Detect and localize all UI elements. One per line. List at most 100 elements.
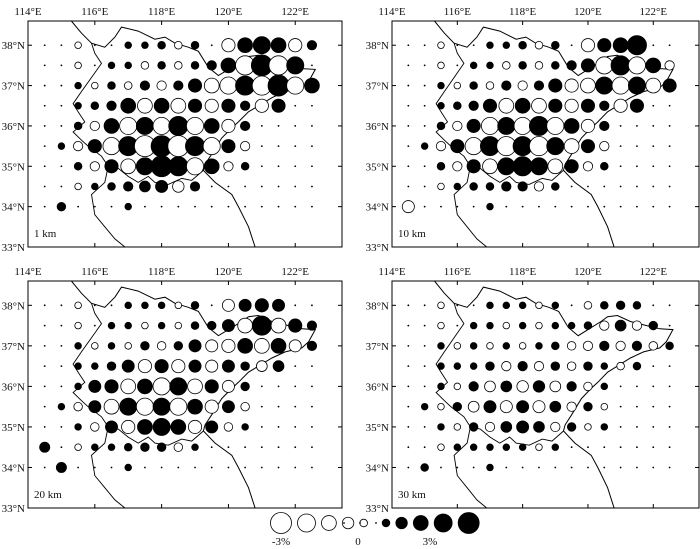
anomaly-positive-circle [154,359,169,374]
anomaly-zero-dot [277,145,280,148]
anomaly-zero-dot [505,205,508,208]
anomaly-negative-circle [73,141,84,152]
anomaly-zero-dot [260,426,263,428]
anomaly-positive-circle [580,58,595,73]
anomaly-positive-circle [453,101,462,110]
anomaly-zero-dot [668,165,671,168]
anomaly-negative-circle [74,41,82,49]
anomaly-zero-dot [407,304,410,307]
anomaly-positive-circle [551,443,560,451]
anomaly-positive-circle [107,443,116,451]
anomaly-positive-circle [238,298,252,312]
anomaly-positive-circle [237,37,253,54]
anomaly-negative-circle [528,136,549,157]
anomaly-positive-circle [173,80,184,91]
anomaly-zero-dot [194,466,196,469]
anomaly-positive-circle [157,61,166,70]
anomaly-zero-dot [423,426,426,428]
anomaly-positive-circle [599,100,610,111]
anomaly-positive-circle [140,442,150,452]
anomaly-negative-circle [172,180,185,193]
anomaly-negative-circle [481,116,499,135]
anomaly-negative-circle [599,320,610,331]
anomaly-positive-circle [157,40,166,50]
panel-frame [391,20,700,248]
anomaly-positive-circle [90,101,100,110]
anomaly-zero-dot [570,304,573,307]
anomaly-positive-circle [139,80,151,91]
anomaly-positive-circle [600,382,609,391]
anomaly-zero-dot [668,304,671,307]
anomaly-positive-circle [502,443,511,451]
anomaly-zero-dot [636,446,638,449]
anomaly-positive-circle [502,41,511,49]
anomaly-negative-circle [102,137,121,156]
lon-tick-label: 122°E [639,6,667,18]
lon-tick-label: 116°E [444,266,471,278]
anomaly-zero-dot [60,165,63,168]
anomaly-zero-dot [652,405,655,408]
anomaly-negative-circle [187,378,203,395]
anomaly-positive-circle [170,419,187,435]
anomaly-positive-circle [502,342,511,350]
lat-tick-label: 35°N [2,161,25,173]
anomaly-positive-circle [91,443,99,451]
anomaly-positive-circle [235,75,256,96]
anomaly-negative-circle [453,423,462,431]
anomaly-zero-dot [423,205,426,208]
anomaly-zero-dot [260,405,263,408]
anomaly-positive-circle [106,100,117,111]
legend-zero-label: 0 [355,536,361,548]
anomaly-positive-circle [221,359,235,373]
anomaly-zero-dot [440,466,442,469]
anomaly-negative-circle [513,116,532,135]
anomaly-zero-dot [668,365,671,368]
anomaly-zero-dot [456,205,459,208]
anomaly-negative-circle [583,381,593,392]
anomaly-negative-circle [580,77,596,94]
anomaly-positive-circle [73,162,83,171]
anomaly-positive-circle [551,182,560,191]
anomaly-negative-circle [74,301,82,310]
anomaly-negative-circle [437,301,445,310]
anomaly-positive-circle [107,81,116,90]
anomaly-zero-dot [93,304,96,307]
anomaly-negative-circle [140,61,150,70]
anomaly-zero-dot [43,205,46,208]
anomaly-positive-circle [436,121,446,131]
anomaly-zero-dot [277,125,280,127]
anomaly-negative-circle [171,359,186,374]
anomaly-negative-circle [533,361,545,372]
anomaly-positive-circle [187,98,203,113]
anomaly-zero-dot [210,185,213,188]
anomaly-zero-dot [619,385,622,388]
anomaly-positive-circle [57,402,66,411]
anomaly-negative-circle [484,421,496,433]
anomaly-positive-circle [168,156,189,177]
anomaly-zero-dot [538,205,540,208]
anomaly-zero-dot [587,185,589,188]
anomaly-positive-circle [645,57,662,74]
province-boundary-south [453,426,487,508]
anomaly-positive-circle [190,40,200,50]
lon-tick-label: 120°E [574,6,602,18]
anomaly-positive-circle [153,97,170,114]
anomaly-zero-dot [43,64,46,67]
anomaly-positive-circle [168,115,189,136]
anomaly-zero-dot [277,405,280,408]
lon-tick-label: 118°E [509,266,536,278]
anomaly-positive-circle [502,301,511,310]
anomaly-zero-dot [423,44,426,47]
anomaly-positive-circle [241,423,249,431]
lat-tick-label: 36°N [2,381,25,393]
anomaly-negative-circle [547,158,564,175]
anomaly-negative-circle [237,317,253,334]
anomaly-negative-circle [453,342,462,350]
anomaly-positive-circle [485,182,495,191]
lat-tick-label: 38°N [2,40,25,52]
anomaly-positive-circle [518,40,527,50]
anomaly-negative-circle [485,81,495,90]
anomaly-zero-dot [603,466,606,469]
anomaly-positive-circle [600,423,609,431]
legend-negative-circle [270,512,292,534]
